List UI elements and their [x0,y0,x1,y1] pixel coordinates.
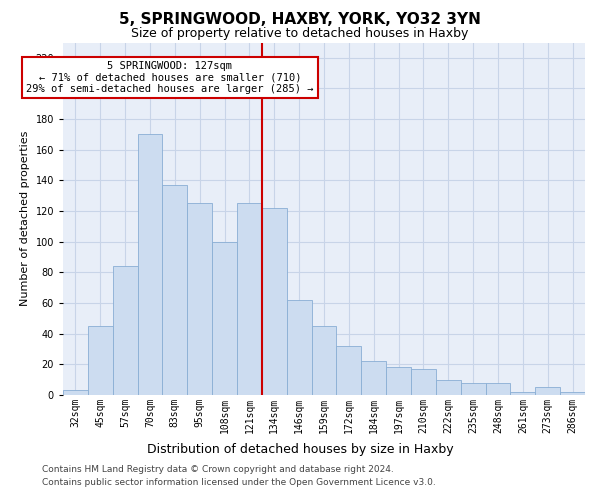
Bar [63,390,88,395]
Text: Contains public sector information licensed under the Open Government Licence v3: Contains public sector information licen… [42,478,436,487]
Bar [187,204,212,395]
Text: 5, SPRINGWOOD, HAXBY, YORK, YO32 3YN: 5, SPRINGWOOD, HAXBY, YORK, YO32 3YN [119,12,481,28]
Bar [361,362,386,395]
Bar [461,382,485,395]
Text: Contains HM Land Registry data © Crown copyright and database right 2024.: Contains HM Land Registry data © Crown c… [42,466,394,474]
Bar [88,326,113,395]
Bar [212,242,237,395]
Bar [535,388,560,395]
Text: Distribution of detached houses by size in Haxby: Distribution of detached houses by size … [146,442,454,456]
Bar [485,382,511,395]
Bar [311,326,337,395]
Bar [287,300,311,395]
Text: 5 SPRINGWOOD: 127sqm
← 71% of detached houses are smaller (710)
29% of semi-deta: 5 SPRINGWOOD: 127sqm ← 71% of detached h… [26,61,314,94]
Bar [337,346,361,395]
Bar [137,134,163,395]
Bar [436,380,461,395]
Bar [163,185,187,395]
Bar [386,368,411,395]
Bar [560,392,585,395]
Bar [411,369,436,395]
Y-axis label: Number of detached properties: Number of detached properties [20,131,30,306]
Bar [113,266,137,395]
Bar [262,208,287,395]
Bar [511,392,535,395]
Text: Size of property relative to detached houses in Haxby: Size of property relative to detached ho… [131,28,469,40]
Bar [237,204,262,395]
